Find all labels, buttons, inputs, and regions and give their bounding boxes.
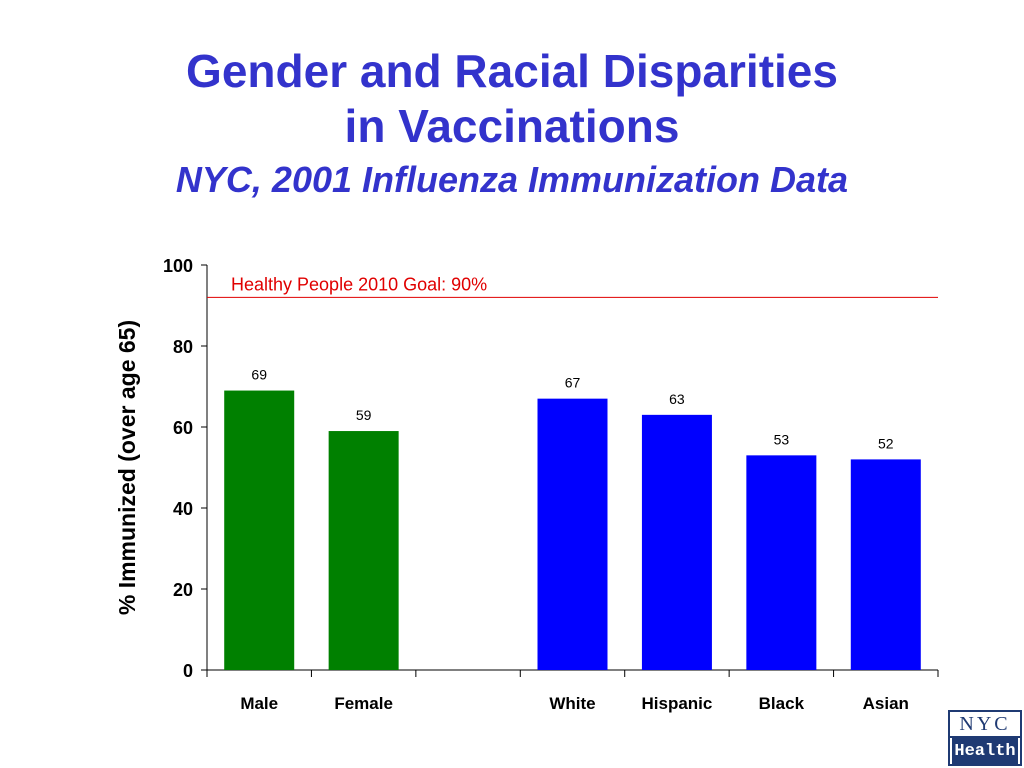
y-tick-label: 60 (173, 418, 193, 438)
bar-black (746, 455, 817, 670)
slide-title-line-1: Gender and Racial Disparities (186, 45, 838, 97)
x-category-label: Black (759, 694, 805, 713)
data-label: 59 (356, 407, 372, 423)
title-block: Gender and Racial Disparities in Vaccina… (0, 44, 1024, 202)
data-label: 63 (669, 391, 685, 407)
slide-title-line-2: in Vaccinations (344, 100, 680, 152)
y-tick-label: 100 (163, 256, 193, 276)
data-label: 69 (251, 367, 267, 383)
data-label: 67 (565, 375, 581, 391)
logo-health-text: Health (952, 738, 1018, 766)
x-category-label: Asian (863, 694, 909, 713)
nyc-health-logo: NYC Health (948, 710, 1022, 766)
data-label: 53 (774, 431, 790, 447)
data-label: 52 (878, 435, 894, 451)
x-category-label: Male (240, 694, 278, 713)
y-tick-label: 80 (173, 337, 193, 357)
y-tick-label: 20 (173, 580, 193, 600)
x-category-label: Female (334, 694, 393, 713)
goal-reference-label: Healthy People 2010 Goal: 90% (231, 274, 487, 294)
logo-nyc-text: NYC (950, 712, 1020, 738)
bar-chart: 0 20 40 60 80 100 % Immunized (over age 65) 69 M… (114, 256, 939, 713)
y-axis-title: % Immunized (over age 65) (114, 320, 140, 615)
x-category-label: White (549, 694, 595, 713)
bar-white (537, 398, 608, 670)
y-tick-label: 0 (183, 661, 193, 681)
bar-female (328, 431, 399, 670)
y-tick-label: 40 (173, 499, 193, 519)
bar-male (224, 390, 295, 670)
bar-hispanic (641, 414, 712, 670)
bar-asian (850, 459, 921, 670)
slide-subtitle: NYC, 2001 Influenza Immunization Data (175, 159, 849, 200)
x-category-label: Hispanic (641, 694, 712, 713)
